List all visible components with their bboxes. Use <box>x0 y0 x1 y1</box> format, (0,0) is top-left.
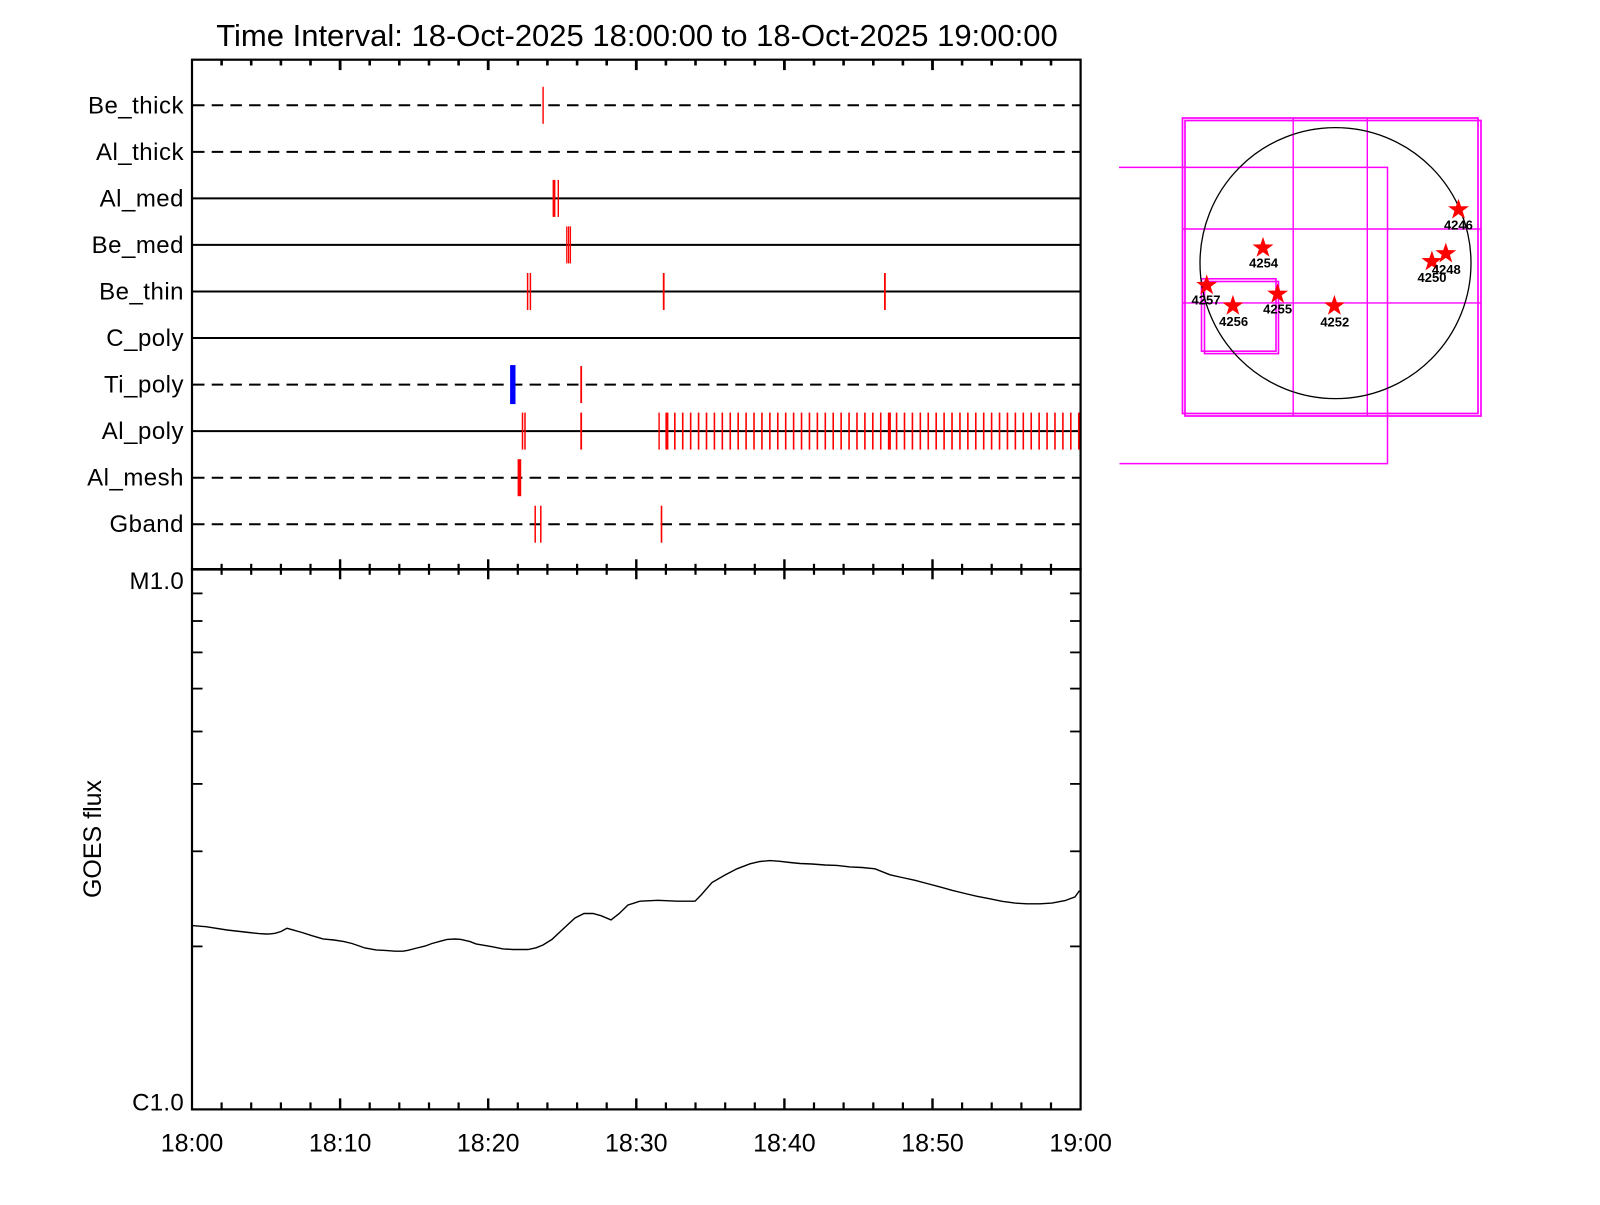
svg-text:4252: 4252 <box>1320 314 1349 329</box>
svg-text:Be_med: Be_med <box>92 232 184 259</box>
svg-text:4255: 4255 <box>1263 302 1292 317</box>
svg-text:M1.0: M1.0 <box>129 568 184 595</box>
svg-text:Al_thick: Al_thick <box>96 139 185 166</box>
svg-text:18:30: 18:30 <box>605 1130 668 1158</box>
svg-text:C1.0: C1.0 <box>132 1090 184 1117</box>
svg-text:C_poly: C_poly <box>106 325 184 352</box>
svg-text:4250: 4250 <box>1418 270 1447 285</box>
svg-text:Ti_poly: Ti_poly <box>104 372 184 399</box>
svg-text:Al_med: Al_med <box>100 185 184 212</box>
svg-text:4248: 4248 <box>1432 262 1461 277</box>
svg-text:18:40: 18:40 <box>753 1130 816 1158</box>
svg-text:Al_poly: Al_poly <box>102 418 184 445</box>
svg-text:Be_thick: Be_thick <box>88 92 185 119</box>
svg-text:18:50: 18:50 <box>901 1130 964 1158</box>
svg-text:GOES flux: GOES flux <box>79 779 107 898</box>
svg-text:4256: 4256 <box>1219 314 1248 329</box>
svg-text:4257: 4257 <box>1192 292 1221 307</box>
svg-text:18:20: 18:20 <box>457 1130 520 1158</box>
svg-text:4246: 4246 <box>1444 217 1473 232</box>
svg-text:19:00: 19:00 <box>1049 1130 1112 1158</box>
svg-text:18:10: 18:10 <box>309 1130 372 1158</box>
svg-text:Gband: Gband <box>109 511 184 538</box>
svg-text:Be_thin: Be_thin <box>99 279 184 306</box>
svg-text:Time Interval: 18-Oct-2025 18:: Time Interval: 18-Oct-2025 18:00:00 to 1… <box>216 18 1058 53</box>
svg-text:4254: 4254 <box>1249 256 1279 271</box>
svg-text:Al_mesh: Al_mesh <box>87 465 184 492</box>
svg-text:18:00: 18:00 <box>161 1130 224 1158</box>
